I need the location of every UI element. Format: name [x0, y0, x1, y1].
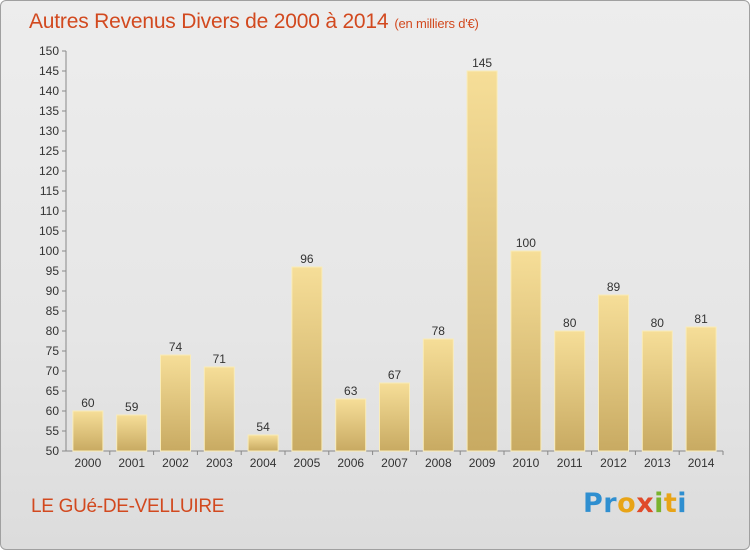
bar-2013: [641, 330, 673, 452]
x-tick-label-2007: 2007: [381, 456, 408, 470]
x-axis: 2000 2001 2002 2003 2004 2005 2006 2007 2008 2009…: [66, 450, 724, 470]
value-label-2011: 80: [563, 316, 577, 330]
x-tick-label-2004: 2004: [250, 456, 277, 470]
bar-2008: [422, 338, 454, 452]
y-tick-label: 135: [39, 104, 59, 118]
bar-2005: [291, 266, 323, 452]
y-tick-label: 115: [40, 184, 59, 198]
value-label-2006: 63: [344, 384, 358, 398]
x-tick-label-2008: 2008: [425, 456, 452, 470]
y-tick-label: 105: [39, 224, 59, 238]
bar-2001: [116, 414, 148, 452]
y-axis: 50 55 60 65 70 75 80 85 90 95 100 105 110 115 120 125 13…: [39, 44, 67, 458]
y-tick-label: 125: [39, 144, 59, 158]
value-label-2007: 67: [388, 368, 402, 382]
bar-2003: [203, 366, 235, 452]
bar-2012: [598, 294, 629, 452]
x-tick-label-2011: 2011: [557, 456, 583, 470]
y-tick-label: 145: [39, 64, 59, 78]
logo-letter-1: r: [603, 488, 618, 519]
bars: [72, 70, 717, 452]
value-label-2003: 71: [213, 352, 227, 366]
x-tick-label-2009: 2009: [469, 456, 496, 470]
bar-2010: [510, 250, 542, 452]
x-tick-label-2013: 2013: [644, 456, 671, 470]
bar-2009: [466, 70, 498, 452]
y-tick-label: 80: [46, 324, 60, 338]
bar-2006: [335, 398, 367, 452]
y-tick-label: 85: [46, 304, 60, 318]
value-label-2000: 60: [81, 396, 95, 410]
logo-letter-2: o: [617, 488, 637, 519]
x-tick-label-2003: 2003: [206, 456, 233, 470]
value-label-2014: 81: [694, 312, 708, 326]
value-label-2012: 89: [607, 280, 621, 294]
y-tick-label: 150: [39, 44, 59, 58]
proxiti-logo[interactable]: Proxiti: [583, 488, 687, 519]
bar-2011: [554, 330, 586, 452]
value-label-2008: 78: [432, 324, 446, 338]
bar-2000: [72, 410, 104, 452]
y-tick-label: 60: [46, 404, 60, 418]
bar-2007: [379, 382, 410, 452]
y-tick-label: 130: [39, 124, 59, 138]
y-tick-label: 90: [46, 284, 60, 298]
y-tick-label: 65: [46, 384, 60, 398]
value-labels: 60 59 74 71 54 96 63 67 78 145 100 80 89 80 81: [81, 56, 708, 434]
town-name: LE GUé-DE-VELLUIRE: [31, 496, 225, 517]
x-tick-label-2001: 2001: [118, 456, 145, 470]
logo-letter-5: t: [663, 488, 678, 519]
x-tick-label-2012: 2012: [600, 456, 627, 470]
logo-letter-4: i: [654, 488, 664, 519]
y-tick-label: 110: [40, 204, 59, 218]
value-label-2009: 145: [472, 56, 492, 70]
y-tick-label: 100: [39, 244, 59, 258]
logo-letter-3: x: [636, 488, 655, 519]
y-tick-label: 95: [46, 264, 60, 278]
logo-letter-0: P: [583, 488, 604, 519]
bar-2004: [247, 434, 279, 452]
x-tick-label-2005: 2005: [294, 456, 321, 470]
x-tick-label-2014: 2014: [688, 456, 715, 470]
chart-title-text: Autres Revenus Divers de 2000 à 2014: [29, 10, 389, 33]
value-label-2001: 59: [125, 400, 139, 414]
x-tick-label-2002: 2002: [162, 456, 189, 470]
bar-2002: [160, 354, 191, 452]
value-label-2013: 80: [651, 316, 665, 330]
value-label-2004: 54: [256, 420, 270, 434]
logo-letter-6: i: [677, 488, 688, 519]
x-tick-label-2010: 2010: [513, 456, 540, 470]
chart-unit: (en milliers d'€): [394, 16, 479, 31]
value-label-2010: 100: [516, 236, 536, 250]
value-label-2002: 74: [169, 340, 183, 354]
x-tick-label-2006: 2006: [337, 456, 364, 470]
y-tick-label: 70: [46, 364, 60, 378]
x-tick-label-2000: 2000: [75, 456, 102, 470]
bar-2014: [685, 326, 717, 452]
value-label-2005: 96: [300, 252, 314, 266]
y-tick-label: 140: [39, 84, 59, 98]
y-tick-label: 75: [46, 344, 60, 358]
y-tick-label: 50: [46, 444, 60, 458]
y-tick-label: 55: [46, 424, 60, 438]
chart-title: Autres Revenus Divers de 2000 à 2014 (en …: [29, 10, 479, 34]
y-tick-label: 120: [39, 164, 59, 178]
